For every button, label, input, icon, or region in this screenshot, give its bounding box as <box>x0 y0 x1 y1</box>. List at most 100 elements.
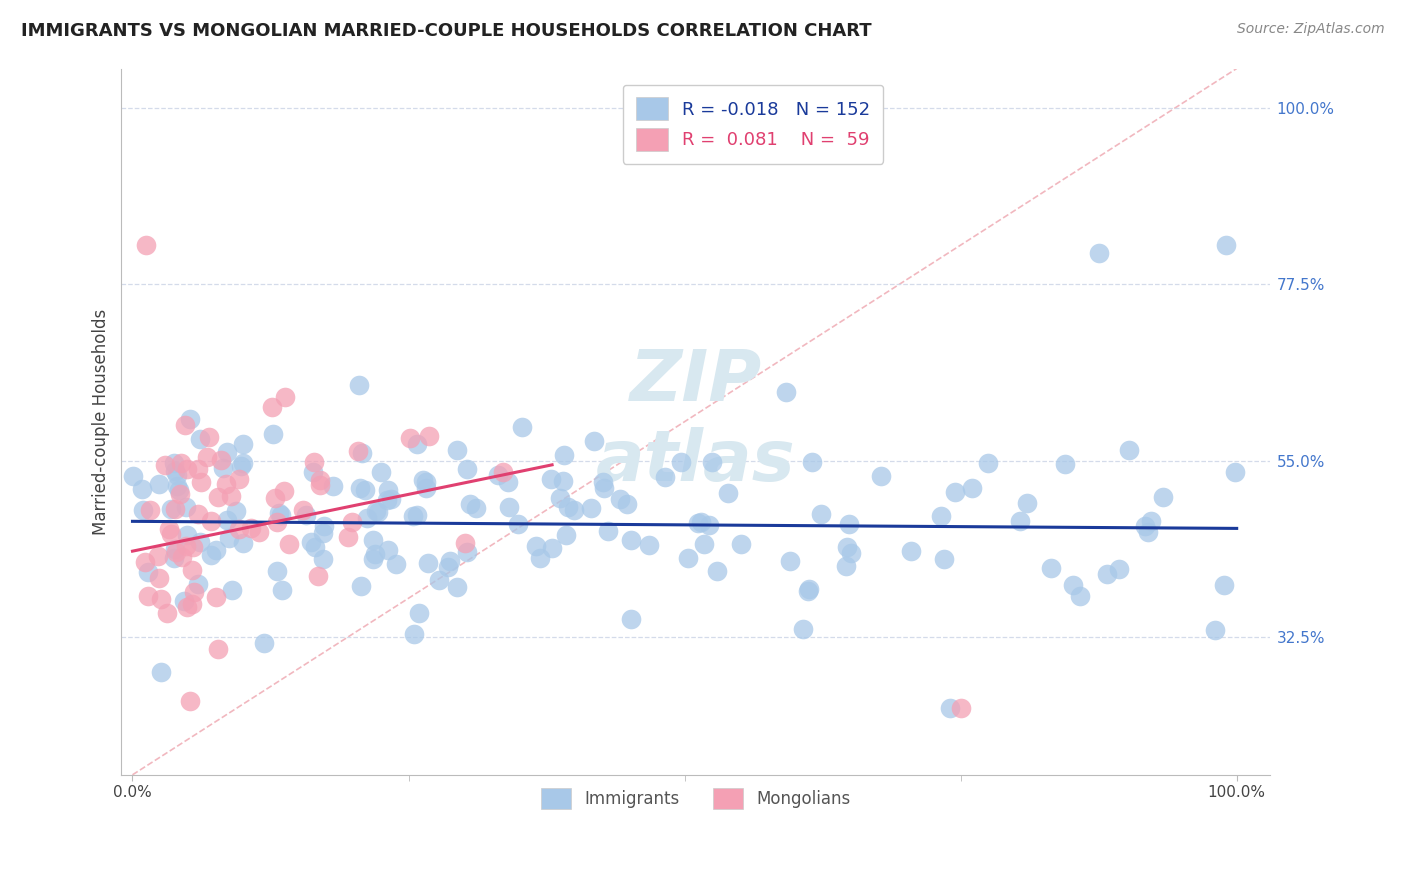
Legend: Immigrants, Mongolians: Immigrants, Mongolians <box>534 781 858 816</box>
Point <box>347 444 370 458</box>
Point <box>217 444 239 458</box>
Point <box>693 536 716 550</box>
Point <box>609 491 631 506</box>
Point <box>181 563 204 577</box>
Point <box>322 479 344 493</box>
Point <box>835 541 858 555</box>
Point <box>1017 496 1039 510</box>
Point <box>166 468 188 483</box>
Point <box>187 462 209 476</box>
Point <box>540 472 562 486</box>
Point <box>616 497 638 511</box>
Point <box>870 469 893 483</box>
Point <box>356 511 378 525</box>
Point <box>146 549 169 564</box>
Point <box>354 483 377 497</box>
Point <box>412 474 434 488</box>
Point <box>385 557 408 571</box>
Point <box>312 551 335 566</box>
Point <box>399 431 422 445</box>
Point <box>139 502 162 516</box>
Point <box>697 518 720 533</box>
Point <box>270 508 292 522</box>
Point <box>204 591 226 605</box>
Point <box>931 509 953 524</box>
Point <box>149 592 172 607</box>
Point <box>179 693 201 707</box>
Point <box>231 458 253 473</box>
Point <box>160 526 183 541</box>
Point <box>553 448 575 462</box>
Point <box>529 550 551 565</box>
Point <box>1152 490 1174 504</box>
Point <box>800 455 823 469</box>
Point <box>174 539 197 553</box>
Point <box>717 485 740 500</box>
Point <box>131 483 153 497</box>
Point <box>209 453 232 467</box>
Point <box>176 528 198 542</box>
Point <box>121 468 143 483</box>
Point <box>135 238 157 252</box>
Point <box>900 544 922 558</box>
Point <box>375 493 398 508</box>
Point <box>166 478 188 492</box>
Point <box>581 501 603 516</box>
Point <box>176 600 198 615</box>
Point <box>225 504 247 518</box>
Point <box>1136 525 1159 540</box>
Point <box>170 457 193 471</box>
Point <box>638 538 661 552</box>
Point <box>187 508 209 522</box>
Point <box>810 507 832 521</box>
Point <box>198 430 221 444</box>
Point <box>405 437 427 451</box>
Point <box>938 701 960 715</box>
Point <box>188 535 211 549</box>
Point <box>270 583 292 598</box>
Point <box>292 503 315 517</box>
Point <box>730 537 752 551</box>
Point <box>240 521 263 535</box>
Point <box>492 465 515 479</box>
Point <box>943 484 966 499</box>
Point <box>232 456 254 470</box>
Point <box>304 540 326 554</box>
Point <box>200 548 222 562</box>
Point <box>834 559 856 574</box>
Point <box>170 549 193 564</box>
Point <box>454 535 477 549</box>
Point <box>446 580 468 594</box>
Point <box>1204 623 1226 637</box>
Point <box>364 547 387 561</box>
Point <box>377 542 399 557</box>
Point <box>200 514 222 528</box>
Point <box>508 516 530 531</box>
Point <box>295 508 318 523</box>
Point <box>553 475 575 489</box>
Point <box>402 627 425 641</box>
Point <box>253 636 276 650</box>
Point <box>163 550 186 565</box>
Point <box>218 531 240 545</box>
Point <box>181 597 204 611</box>
Point <box>1062 578 1084 592</box>
Point <box>486 467 509 482</box>
Point <box>134 555 156 569</box>
Point <box>363 533 385 547</box>
Point <box>1087 246 1109 260</box>
Point <box>370 466 392 480</box>
Point <box>165 545 187 559</box>
Point <box>363 551 385 566</box>
Point <box>269 506 291 520</box>
Point <box>349 482 371 496</box>
Point <box>157 522 180 536</box>
Point <box>302 465 325 479</box>
Point <box>262 427 284 442</box>
Point <box>169 487 191 501</box>
Point <box>163 501 186 516</box>
Point <box>548 491 571 505</box>
Point <box>337 530 360 544</box>
Point <box>1095 566 1118 581</box>
Point <box>181 540 204 554</box>
